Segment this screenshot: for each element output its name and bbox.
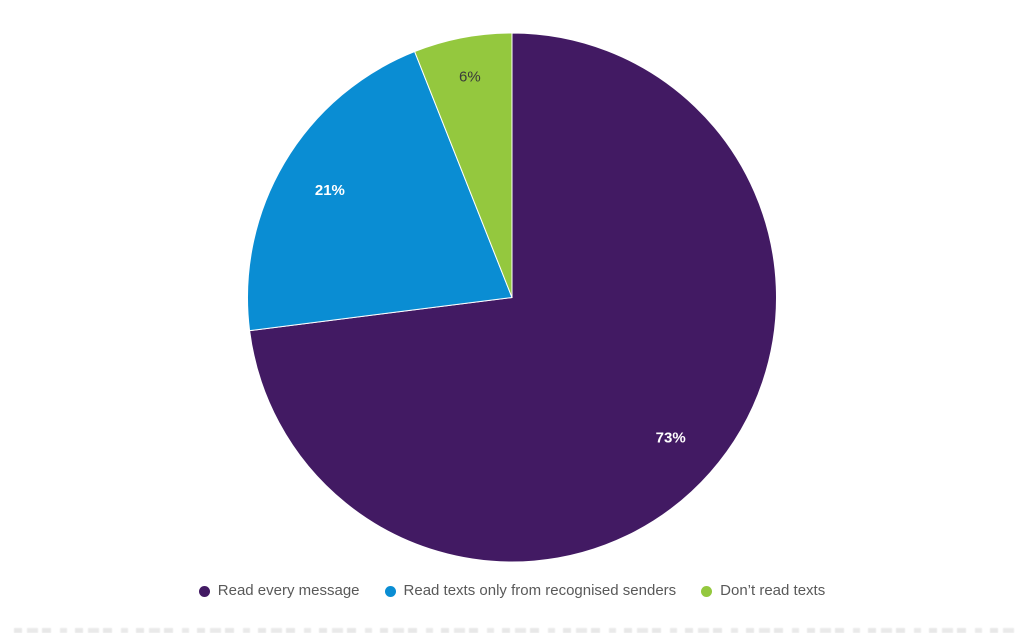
legend-item-read-texts-only-from-recognised-senders[interactable]: Read texts only from recognised senders [384, 582, 677, 600]
pie-slice-don-t-read-texts[interactable] [413, 32, 513, 298]
pie-slice-read-texts-only-from-recognised-senders[interactable] [247, 50, 513, 332]
legend-label: Don’t read texts [720, 582, 826, 599]
pie-value-label-read-texts-only-from-recognised-senders: 21% [315, 182, 345, 199]
cropped-text-remnant [14, 628, 1018, 633]
legend-item-read-every-message[interactable]: Read every message [198, 582, 360, 600]
legend-label: Read every message [217, 582, 360, 599]
pie-chart: 73% 21% 6% [247, 32, 777, 563]
pie-slice-read-every-message[interactable] [249, 32, 777, 563]
legend-label: Read texts only from recognised senders [403, 582, 677, 599]
pie-value-label-don-t-read-texts: 6% [459, 69, 481, 86]
legend-item-don-t-read-texts[interactable]: Don’t read texts [701, 582, 825, 600]
pie-value-label-read-every-message: 73% [656, 429, 686, 446]
chart-legend: Read every message Read texts only from r… [0, 580, 1024, 602]
legend-marker-icon [198, 585, 210, 597]
legend-marker-icon [701, 585, 713, 597]
legend-marker-icon [384, 585, 396, 597]
